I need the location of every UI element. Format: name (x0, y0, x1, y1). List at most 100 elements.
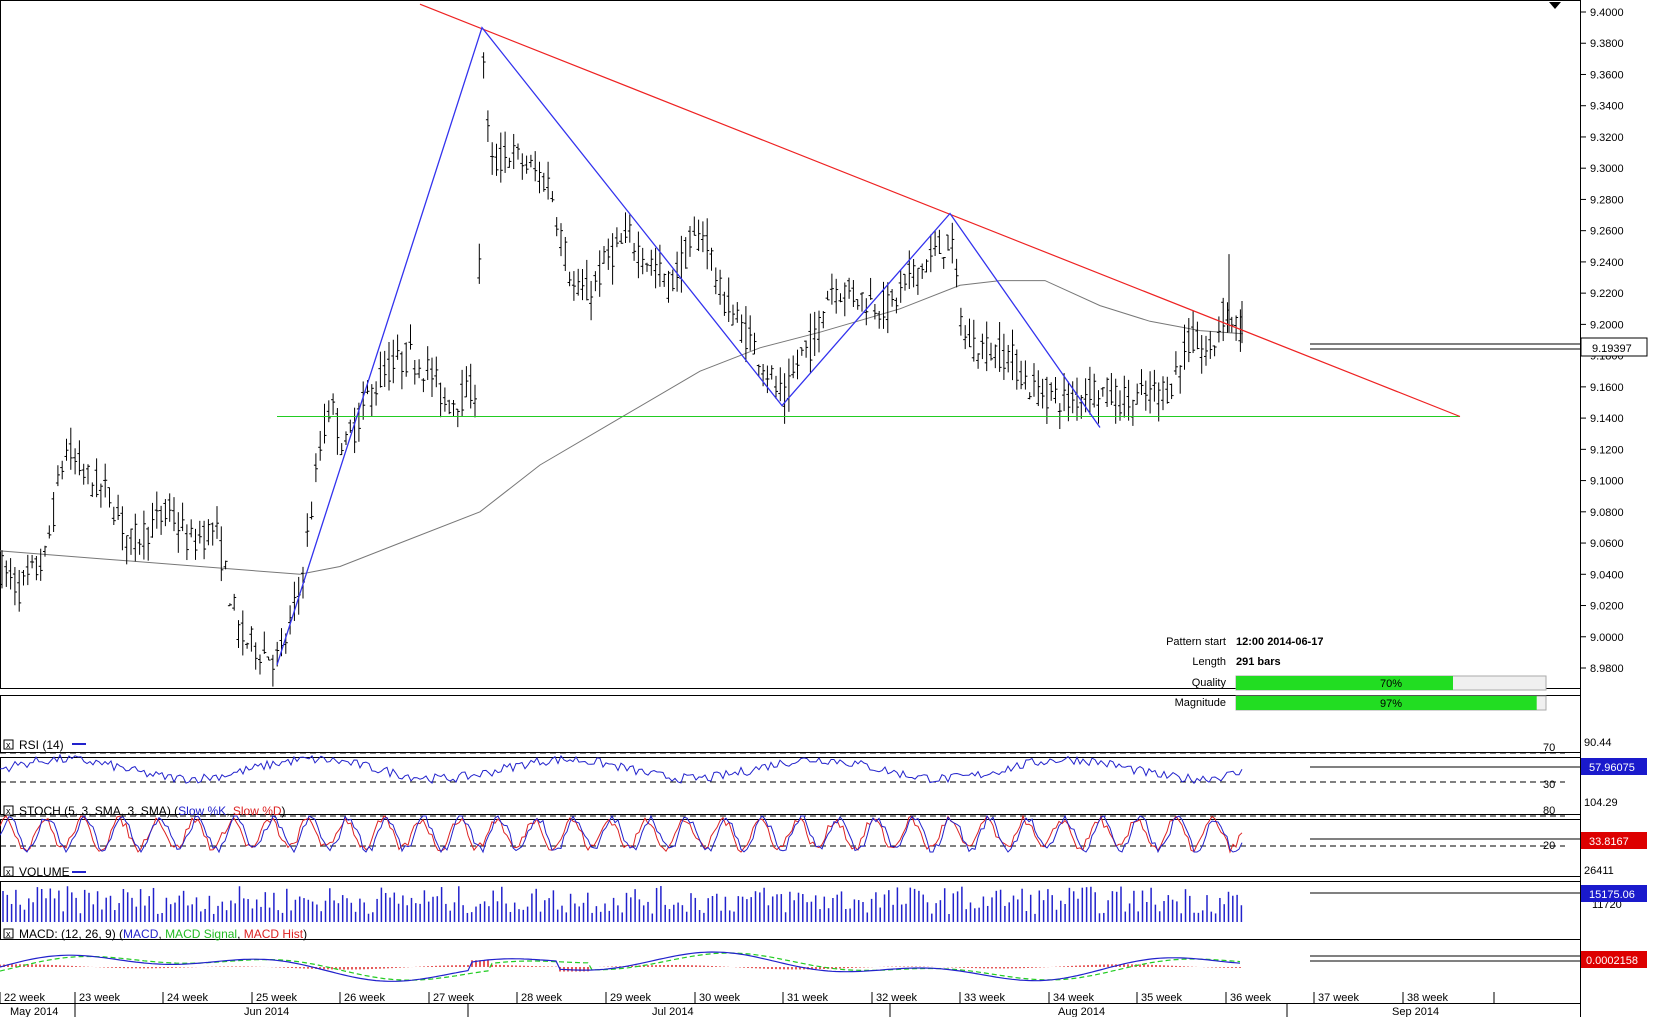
price-tick-label: 9.3400 (1590, 101, 1624, 113)
stoch-last-value: 33.8167 (1589, 836, 1629, 848)
price-bar (38, 548, 43, 581)
price-bar (180, 502, 185, 532)
price-bar (958, 307, 963, 336)
rsi-toggle-checkbox[interactable] (3, 739, 14, 750)
week-label: 30 week (699, 992, 740, 1004)
price-tick-label: 9.3600 (1590, 69, 1624, 81)
price-bar (1186, 318, 1191, 363)
price-bar (4, 560, 9, 587)
price-bar (227, 603, 232, 607)
price-bar (60, 460, 65, 480)
price-bar (752, 332, 757, 355)
macd-signal-name: MACD Signal (165, 927, 237, 941)
price-tick-label: 9.0600 (1590, 538, 1624, 550)
price-bar (184, 524, 189, 561)
volume-bars (2, 886, 1243, 922)
price-bar (1229, 316, 1234, 333)
price-bar (627, 214, 632, 243)
price-bar (1195, 321, 1200, 350)
price-bar (976, 353, 981, 369)
price-tick-label: 9.0200 (1590, 601, 1624, 613)
length-value: 291 bars (1236, 656, 1281, 668)
price-bar (786, 358, 791, 412)
price-bar (55, 465, 60, 487)
stoch-panel: x STOCH (5, 3, SMA, 3, SMA) (Slow %K, Sl… (0, 797, 1647, 854)
week-label: 35 week (1141, 992, 1182, 1004)
price-bar (700, 221, 705, 253)
rsi-level-70-label: 70 (1543, 742, 1555, 754)
rsi-last-box (1581, 758, 1647, 775)
price-bar (778, 367, 783, 402)
stoch-top-tick: 104.29 (1584, 797, 1618, 809)
stoch-toggle-checkbox[interactable] (3, 805, 14, 816)
price-bar (73, 448, 78, 475)
length-label: Length (1192, 656, 1226, 668)
volume-close-icon[interactable]: x (6, 867, 11, 877)
price-bar (537, 161, 542, 194)
macd-title: MACD: (12, 26, 9) (MACD, MACD Signal, MA… (19, 927, 307, 941)
price-bar (159, 505, 164, 535)
rsi-close-icon[interactable]: x (6, 740, 11, 750)
price-bar (894, 297, 899, 314)
rsi-last-value: 57.96075 (1589, 762, 1635, 774)
price-bar (1165, 376, 1170, 404)
price-bar (421, 378, 426, 393)
price-bar (722, 291, 727, 316)
price-bar (709, 247, 714, 271)
price-bar (326, 400, 331, 423)
price-bar (318, 430, 323, 461)
price-bar (718, 269, 723, 305)
stoch-close-icon[interactable]: x (6, 806, 11, 816)
price-bar (1092, 373, 1097, 408)
price-bar (1070, 381, 1075, 414)
price-bar (1152, 369, 1157, 402)
price-bar (954, 258, 959, 288)
macd-last-value: 0.0002158 (1586, 955, 1638, 967)
price-bar (632, 242, 637, 261)
price-bar (907, 250, 912, 290)
price-bar (25, 554, 30, 586)
price-bar (378, 351, 383, 388)
macd-series (0, 951, 1241, 982)
price-bar (868, 277, 873, 300)
price-bar (17, 569, 22, 612)
price-bar (1049, 382, 1054, 401)
price-bar (210, 522, 215, 546)
price-bar (524, 155, 529, 174)
macd-toggle-checkbox[interactable] (3, 928, 14, 939)
price-bar (541, 172, 546, 192)
price-bar (43, 545, 47, 557)
price-bar (47, 525, 52, 539)
price-bar (253, 642, 258, 670)
price-bar (1010, 329, 1015, 381)
price-bar (920, 263, 925, 279)
rsi-top-tick: 90.44 (1584, 737, 1612, 749)
price-bar (589, 280, 594, 321)
macd-close-icon[interactable]: x (6, 929, 11, 939)
volume-toggle-checkbox[interactable] (3, 866, 14, 877)
rsi-title: RSI (14) (19, 738, 64, 752)
price-bar (236, 620, 241, 649)
price-tick-label: 9.3000 (1590, 163, 1624, 175)
price-bar (34, 556, 39, 581)
price-bar (262, 631, 267, 654)
price-bar (941, 256, 946, 269)
price-bar (688, 226, 692, 257)
menu-triangle-icon[interactable] (1549, 2, 1561, 9)
price-bar (683, 237, 688, 269)
month-label: May 2014 (10, 1006, 58, 1017)
price-bar (460, 369, 465, 416)
week-label: 33 week (964, 992, 1005, 1004)
price-bar (494, 143, 499, 176)
price-bar (946, 234, 950, 251)
price-bar (1161, 376, 1165, 411)
stoch-d-name: Slow %D (233, 804, 282, 818)
price-bar (507, 157, 512, 168)
price-bar (1036, 370, 1041, 407)
price-bar (447, 399, 452, 415)
price-bar (133, 513, 138, 562)
volume-panel: x VOLUME 26411 11720 15175.06 (2, 865, 1647, 922)
price-bar (1204, 335, 1208, 366)
stoch-last-box (1581, 832, 1647, 849)
resistance-line (419, 3, 1461, 418)
